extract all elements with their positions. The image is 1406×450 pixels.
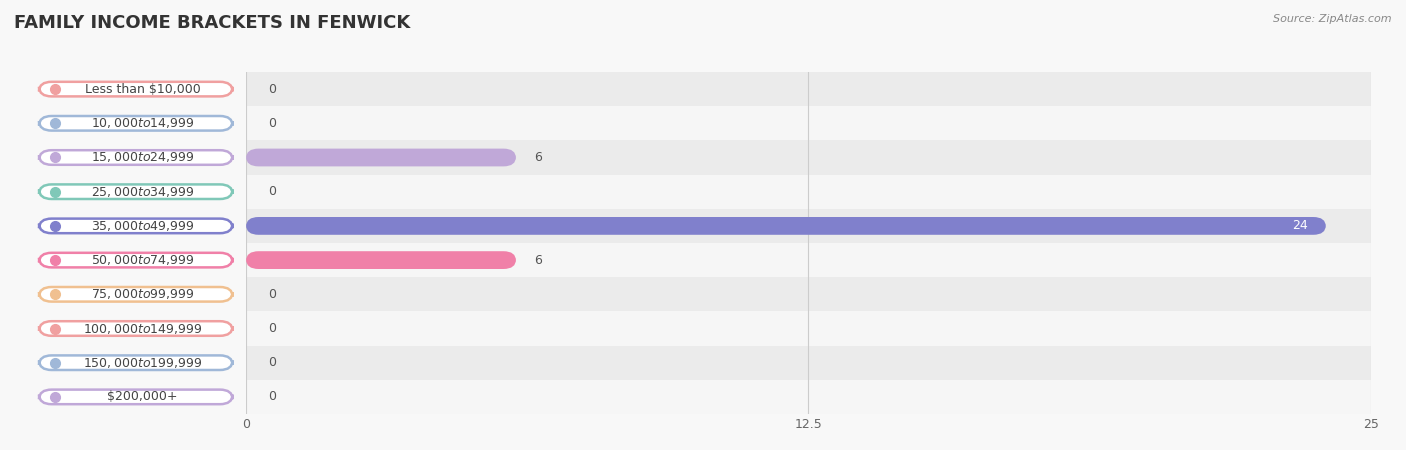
FancyBboxPatch shape (39, 150, 232, 165)
Text: FAMILY INCOME BRACKETS IN FENWICK: FAMILY INCOME BRACKETS IN FENWICK (14, 14, 411, 32)
Bar (246, 311, 1371, 346)
Text: Source: ZipAtlas.com: Source: ZipAtlas.com (1274, 14, 1392, 23)
FancyBboxPatch shape (39, 184, 232, 199)
Text: 0: 0 (269, 322, 277, 335)
FancyBboxPatch shape (39, 253, 232, 267)
Text: 0: 0 (269, 185, 277, 198)
Text: $10,000 to $14,999: $10,000 to $14,999 (91, 116, 194, 130)
FancyBboxPatch shape (246, 148, 516, 166)
FancyBboxPatch shape (39, 356, 232, 370)
Bar (246, 346, 1371, 380)
Text: $50,000 to $74,999: $50,000 to $74,999 (91, 253, 194, 267)
Text: 0: 0 (269, 356, 277, 369)
Bar (246, 209, 1371, 243)
Text: 0: 0 (269, 288, 277, 301)
FancyBboxPatch shape (246, 217, 1326, 235)
FancyBboxPatch shape (39, 390, 232, 404)
Text: 6: 6 (534, 151, 541, 164)
FancyBboxPatch shape (39, 287, 232, 302)
FancyBboxPatch shape (39, 116, 232, 130)
Text: 0: 0 (269, 83, 277, 95)
Text: 6: 6 (534, 254, 541, 266)
Bar (246, 140, 1371, 175)
FancyBboxPatch shape (39, 321, 232, 336)
Text: $25,000 to $34,999: $25,000 to $34,999 (91, 184, 194, 199)
Bar (246, 243, 1371, 277)
FancyBboxPatch shape (39, 219, 232, 233)
Text: Less than $10,000: Less than $10,000 (84, 83, 201, 95)
Text: $100,000 to $149,999: $100,000 to $149,999 (83, 321, 202, 336)
Text: 0: 0 (269, 117, 277, 130)
Bar (246, 380, 1371, 414)
Text: 24: 24 (1292, 220, 1308, 232)
Text: $75,000 to $99,999: $75,000 to $99,999 (91, 287, 194, 302)
Text: 0: 0 (269, 391, 277, 403)
Bar (246, 175, 1371, 209)
FancyBboxPatch shape (39, 82, 232, 96)
FancyBboxPatch shape (246, 251, 516, 269)
Bar (246, 106, 1371, 140)
Text: $150,000 to $199,999: $150,000 to $199,999 (83, 356, 202, 370)
Text: $15,000 to $24,999: $15,000 to $24,999 (91, 150, 194, 165)
Bar (246, 277, 1371, 311)
Bar (246, 72, 1371, 106)
Text: $200,000+: $200,000+ (107, 391, 177, 403)
Text: $35,000 to $49,999: $35,000 to $49,999 (91, 219, 194, 233)
